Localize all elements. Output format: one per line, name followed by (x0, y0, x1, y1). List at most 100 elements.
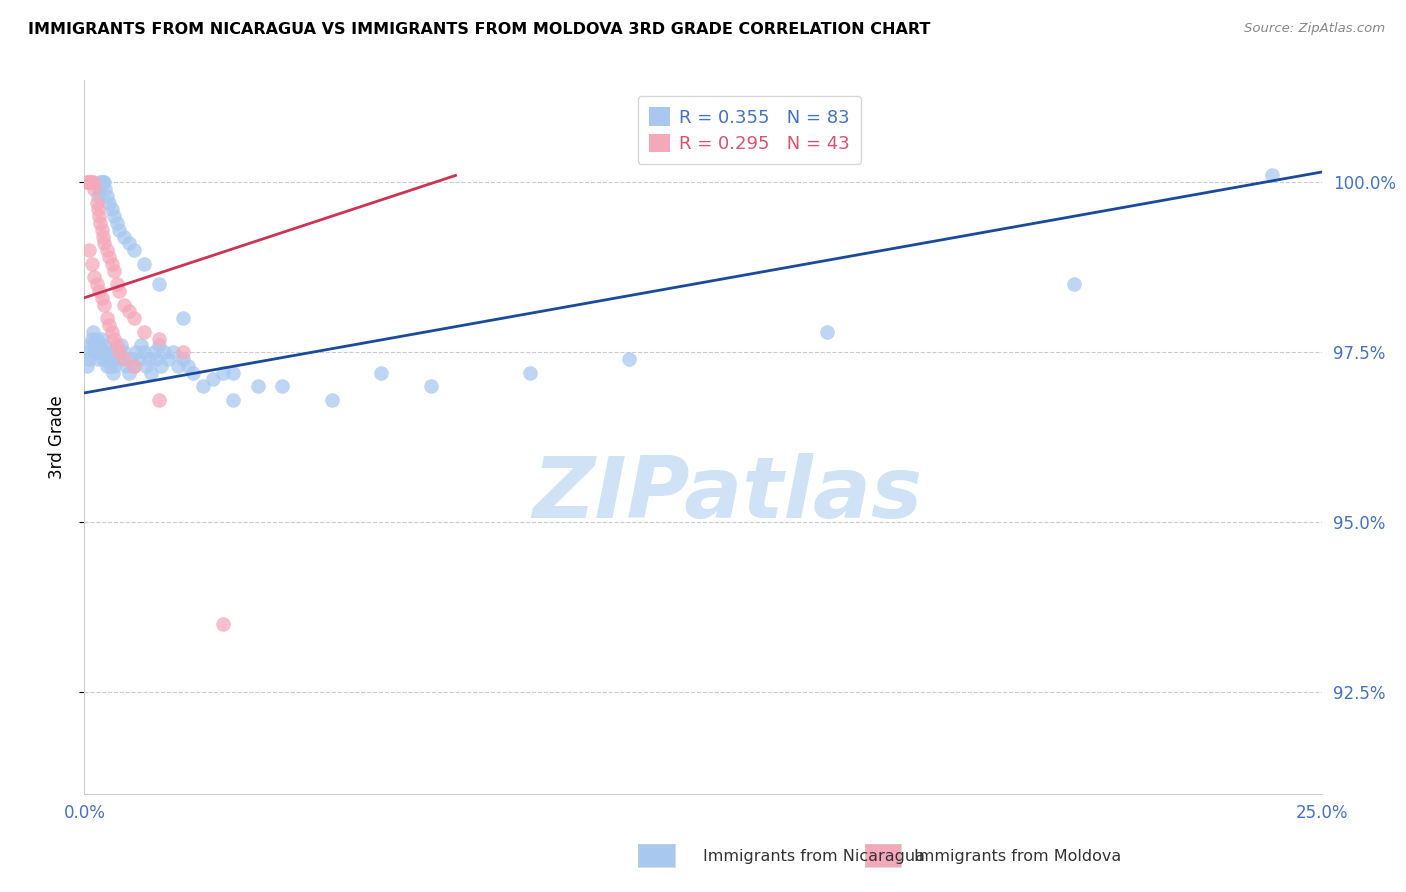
Point (112, 229, 135, 244)
Point (112, 297, 135, 311)
Point (103, 209, 125, 223)
Point (90, 332, 112, 346)
Point (181, 366, 204, 380)
Point (79, 351, 101, 366)
Point (86, 332, 108, 346)
Point (519, 366, 541, 380)
Point (222, 392, 245, 407)
Text: Immigrants from Moldova: Immigrants from Moldova (914, 849, 1121, 863)
Point (105, 345, 128, 359)
Point (100, 202, 122, 217)
Point (148, 392, 170, 407)
Point (202, 372, 225, 386)
Point (100, 257, 122, 271)
Point (128, 351, 150, 366)
Point (112, 351, 135, 366)
Point (90, 291, 112, 305)
Point (84, 345, 107, 359)
Point (79, 175, 101, 189)
Point (80, 175, 103, 189)
Point (82, 325, 104, 339)
Point (141, 366, 163, 380)
Point (103, 263, 125, 277)
Point (98, 250, 121, 264)
Point (118, 236, 141, 251)
Point (103, 332, 125, 346)
Point (100, 325, 122, 339)
Point (89, 175, 111, 189)
Point (100, 351, 122, 366)
Point (129, 338, 152, 352)
Point (91, 229, 114, 244)
Point (110, 338, 132, 352)
Point (87, 351, 110, 366)
Point (93, 175, 115, 189)
Point (91, 175, 114, 189)
Point (162, 345, 184, 359)
Point (79, 175, 101, 189)
Point (90, 175, 112, 189)
Point (86, 277, 108, 292)
Point (148, 332, 170, 346)
Point (79, 243, 101, 257)
Point (815, 325, 838, 339)
Point (94, 182, 117, 196)
Point (89, 182, 111, 196)
Point (148, 338, 170, 352)
Point (115, 359, 138, 373)
Point (122, 359, 145, 373)
Point (419, 379, 441, 393)
Point (103, 359, 125, 373)
Legend: R = 0.355   N = 83, R = 0.295   N = 43: R = 0.355 N = 83, R = 0.295 N = 43 (638, 96, 860, 164)
Point (122, 359, 145, 373)
Point (79, 338, 101, 352)
Point (172, 311, 194, 326)
Point (157, 351, 180, 366)
Point (321, 392, 343, 407)
Point (83, 338, 105, 352)
Point (96, 189, 118, 203)
Point (80, 332, 103, 346)
Point (120, 351, 142, 366)
Point (212, 617, 235, 632)
Point (98, 195, 121, 210)
Point (98, 359, 121, 373)
Text: Immigrants from Nicaragua: Immigrants from Nicaragua (703, 849, 925, 863)
Point (94, 338, 117, 352)
Point (86, 195, 108, 210)
Point (145, 351, 167, 366)
Point (89, 209, 111, 223)
Point (105, 216, 128, 230)
Point (108, 345, 131, 359)
Point (97, 351, 120, 366)
Point (122, 243, 145, 257)
Point (89, 345, 111, 359)
Y-axis label: 3rd Grade: 3rd Grade (48, 395, 66, 479)
Point (172, 351, 194, 366)
Point (177, 359, 200, 373)
Point (617, 351, 640, 366)
Point (212, 366, 235, 380)
Point (98, 318, 121, 332)
Point (132, 345, 155, 359)
Point (96, 311, 118, 326)
Point (82, 175, 104, 189)
Point (271, 379, 294, 393)
Point (191, 379, 214, 393)
Point (118, 366, 141, 380)
Point (135, 359, 157, 373)
Point (172, 345, 194, 359)
Point (152, 345, 174, 359)
Point (77, 175, 100, 189)
Point (89, 338, 111, 352)
Point (93, 297, 115, 311)
Point (105, 338, 128, 352)
Point (1063, 277, 1085, 292)
Point (101, 366, 124, 380)
Point (89, 216, 111, 230)
Point (370, 366, 392, 380)
Point (96, 359, 118, 373)
Point (167, 359, 190, 373)
Text: ZIPatlas: ZIPatlas (533, 452, 922, 536)
Point (80, 257, 103, 271)
